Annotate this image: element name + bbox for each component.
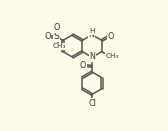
Text: N: N: [89, 30, 94, 39]
Text: O: O: [108, 32, 114, 40]
Text: O: O: [44, 32, 51, 41]
Text: N: N: [90, 52, 96, 61]
Text: Cl: Cl: [89, 99, 97, 108]
Text: CH₃: CH₃: [105, 53, 119, 59]
Text: O: O: [53, 23, 60, 32]
Text: H: H: [89, 28, 94, 34]
Text: O: O: [80, 61, 86, 70]
Text: S: S: [54, 32, 60, 41]
Text: CH₃: CH₃: [53, 43, 66, 50]
